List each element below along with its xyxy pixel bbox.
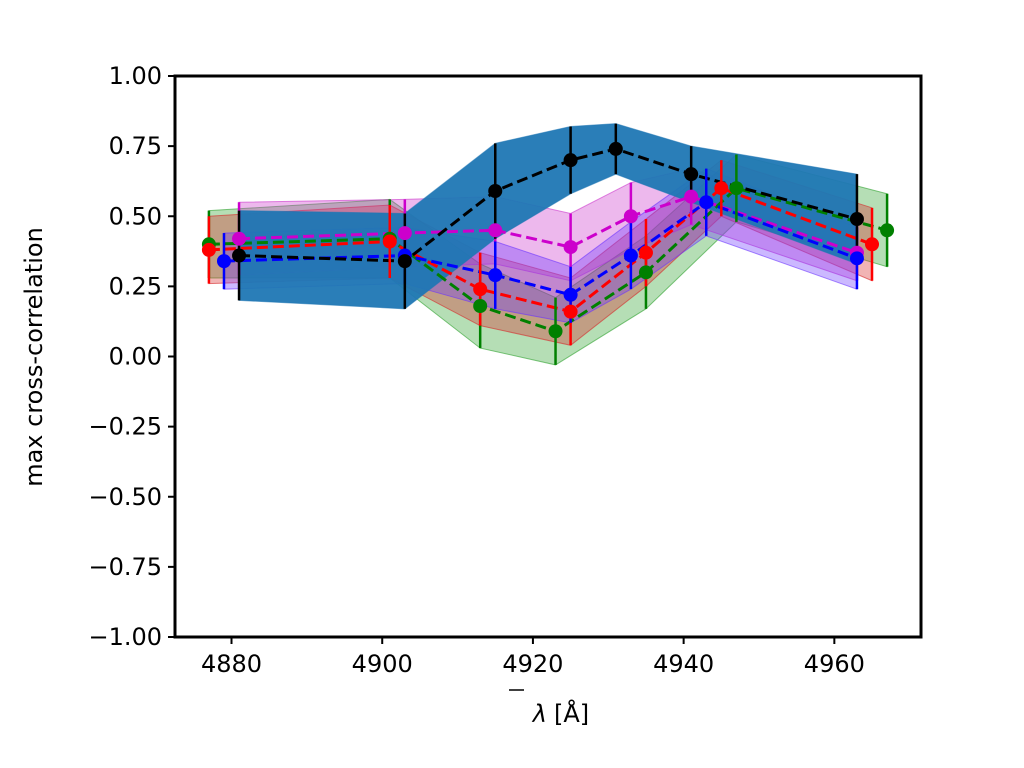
x-axis-label: λ [Å] (509, 689, 589, 728)
y-tick-label: 0.25 (109, 272, 162, 300)
data-point (488, 268, 503, 283)
y-tick-label: −1.00 (88, 623, 162, 651)
data-point (563, 240, 578, 255)
data-point (216, 254, 231, 269)
y-tick-label: −0.75 (88, 553, 162, 581)
data-point (397, 254, 412, 269)
x-axis-label-unit: [Å] (554, 699, 589, 728)
data-point (232, 231, 247, 246)
data-point (729, 181, 744, 196)
data-point (563, 153, 578, 168)
y-axis-label: max cross-correlation (20, 227, 48, 487)
x-tick-label: 4940 (653, 650, 714, 678)
x-tick-label: 4920 (502, 650, 563, 678)
data-point (488, 184, 503, 199)
data-point (382, 234, 397, 249)
y-tick-label: 0.00 (109, 343, 162, 371)
x-tick-label: 4880 (201, 650, 262, 678)
data-point (623, 209, 638, 224)
x-axis-label-symbol: λ (531, 700, 547, 728)
data-point (473, 282, 488, 297)
data-point (684, 167, 699, 182)
y-tick-label: −0.25 (88, 413, 162, 441)
y-tick-label: 0.50 (109, 202, 162, 230)
data-point (488, 223, 503, 238)
data-point (548, 324, 563, 339)
data-point (684, 189, 699, 204)
data-point (201, 242, 216, 257)
data-point (473, 299, 488, 314)
data-point (397, 226, 412, 241)
data-point (849, 212, 864, 227)
x-tick-label: 4960 (804, 650, 865, 678)
y-tick-label: 1.00 (109, 62, 162, 90)
data-point (638, 265, 653, 280)
data-point (623, 248, 638, 263)
data-point (699, 195, 714, 210)
data-point (563, 304, 578, 319)
data-point (880, 223, 895, 238)
data-point (232, 248, 247, 263)
x-tick-label: 4900 (352, 650, 413, 678)
data-point (849, 251, 864, 266)
data-point (865, 237, 880, 252)
data-point (714, 181, 729, 196)
data-points (201, 141, 895, 339)
x-axis-ticks: 4880 4900 4920 4940 4960 (201, 637, 865, 678)
data-point (638, 245, 653, 260)
y-axis-ticks: 1.00 0.75 0.50 0.25 0.00 −0.25 −0.50 −0.75 −1.00 (88, 62, 175, 651)
y-tick-label: −0.50 (88, 483, 162, 511)
y-tick-label: 0.75 (109, 132, 162, 160)
data-point (563, 287, 578, 302)
data-point (608, 141, 623, 156)
